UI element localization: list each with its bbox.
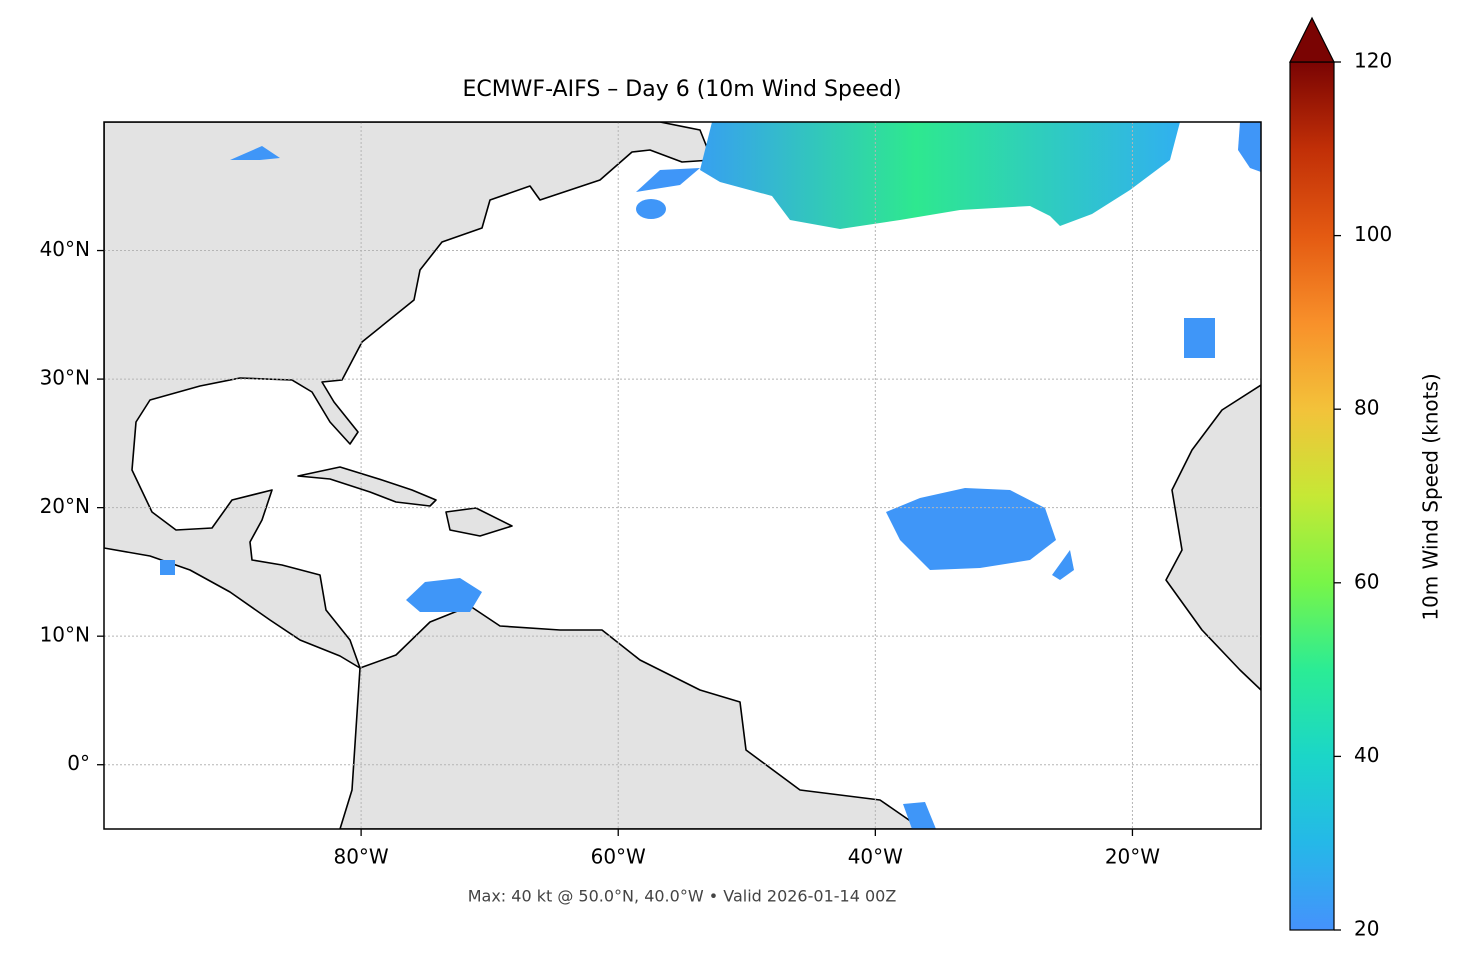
colorbar-tick-label: 60: [1354, 569, 1379, 593]
colorbar-tick-label: 120: [1354, 49, 1392, 73]
colorbar: [1289, 61, 1335, 931]
wind-field: [636, 199, 666, 219]
africa: [1165, 384, 1261, 691]
wind-field: [406, 578, 482, 612]
x-tick-label: 40°W: [848, 845, 903, 869]
wind-field: [1052, 550, 1074, 580]
wind-field: [1238, 122, 1261, 172]
cuba: [297, 466, 437, 507]
y-tick-label: 0°: [67, 751, 90, 775]
colorbar-tick-label: 40: [1354, 743, 1379, 767]
wind-field: [700, 122, 1180, 229]
colorbar-tick-label: 20: [1354, 917, 1379, 941]
colorbar-tick-label: 80: [1354, 396, 1379, 420]
chart-title: ECMWF-AIFS – Day 6 (10m Wind Speed): [462, 77, 901, 102]
map-frame: [103, 121, 1262, 830]
colorbar-tick-label: 100: [1354, 222, 1392, 246]
y-tick-label: 10°N: [40, 623, 90, 647]
colorbar-extend: [1289, 16, 1335, 63]
wind-field: [903, 802, 936, 829]
y-tick-label: 40°N: [40, 237, 90, 261]
wind-field: [230, 146, 280, 160]
wind-field: [1184, 318, 1215, 358]
map: [104, 122, 1261, 829]
hispaniola: [445, 507, 513, 537]
x-tick-label: 80°W: [333, 845, 388, 869]
wind-field: [636, 168, 700, 192]
footer-note: Max: 40 kt @ 50.0°N, 40.0°W • Valid 2026…: [468, 887, 897, 906]
y-tick-label: 20°N: [40, 494, 90, 518]
wind-field: [886, 488, 1056, 570]
colorbar-label: 10m Wind Speed (knots): [1419, 373, 1443, 620]
y-tick-label: 30°N: [40, 366, 90, 390]
north-america: [104, 122, 713, 669]
x-tick-label: 20°W: [1105, 845, 1160, 869]
x-tick-label: 60°W: [591, 845, 646, 869]
wind-field: [160, 560, 175, 575]
